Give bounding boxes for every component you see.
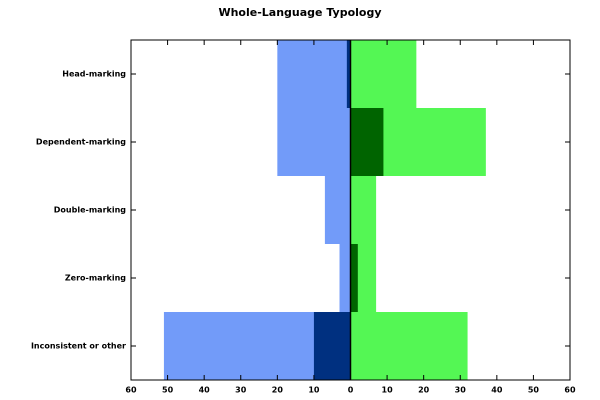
x-tick-label: 50 xyxy=(528,386,540,395)
chart-title: Whole-Language Typology xyxy=(218,6,381,19)
x-tick-label: 40 xyxy=(491,386,503,395)
x-tick-label: 20 xyxy=(418,386,430,395)
x-tick-label: 60 xyxy=(564,386,576,395)
bar xyxy=(350,244,358,312)
x-tick-label: 10 xyxy=(308,386,320,395)
y-tick-label: Head-marking xyxy=(62,70,126,79)
bar xyxy=(350,176,377,244)
bar xyxy=(350,40,417,108)
bar xyxy=(313,312,351,380)
x-tick-label: 50 xyxy=(162,386,174,395)
bar xyxy=(350,108,384,176)
bar xyxy=(346,40,351,108)
x-tick-label: 10 xyxy=(382,386,394,395)
y-tick-label: Inconsistent or other xyxy=(31,342,126,351)
y-tick-label: Double-marking xyxy=(54,206,126,215)
x-tick-label: 20 xyxy=(272,386,284,395)
bar xyxy=(277,108,351,176)
y-tick-label: Zero-marking xyxy=(65,274,126,283)
bar xyxy=(324,176,351,244)
x-tick-label: 30 xyxy=(235,386,247,395)
bar xyxy=(339,244,351,312)
x-tick-label: 60 xyxy=(125,386,137,395)
x-tick-label: 30 xyxy=(455,386,467,395)
x-tick-label: 40 xyxy=(199,386,211,395)
plot-frame xyxy=(130,39,571,381)
y-tick-label: Dependent-marking xyxy=(36,138,126,147)
x-tick-label: 0 xyxy=(348,386,354,395)
bar xyxy=(277,40,351,108)
bar xyxy=(350,312,468,380)
